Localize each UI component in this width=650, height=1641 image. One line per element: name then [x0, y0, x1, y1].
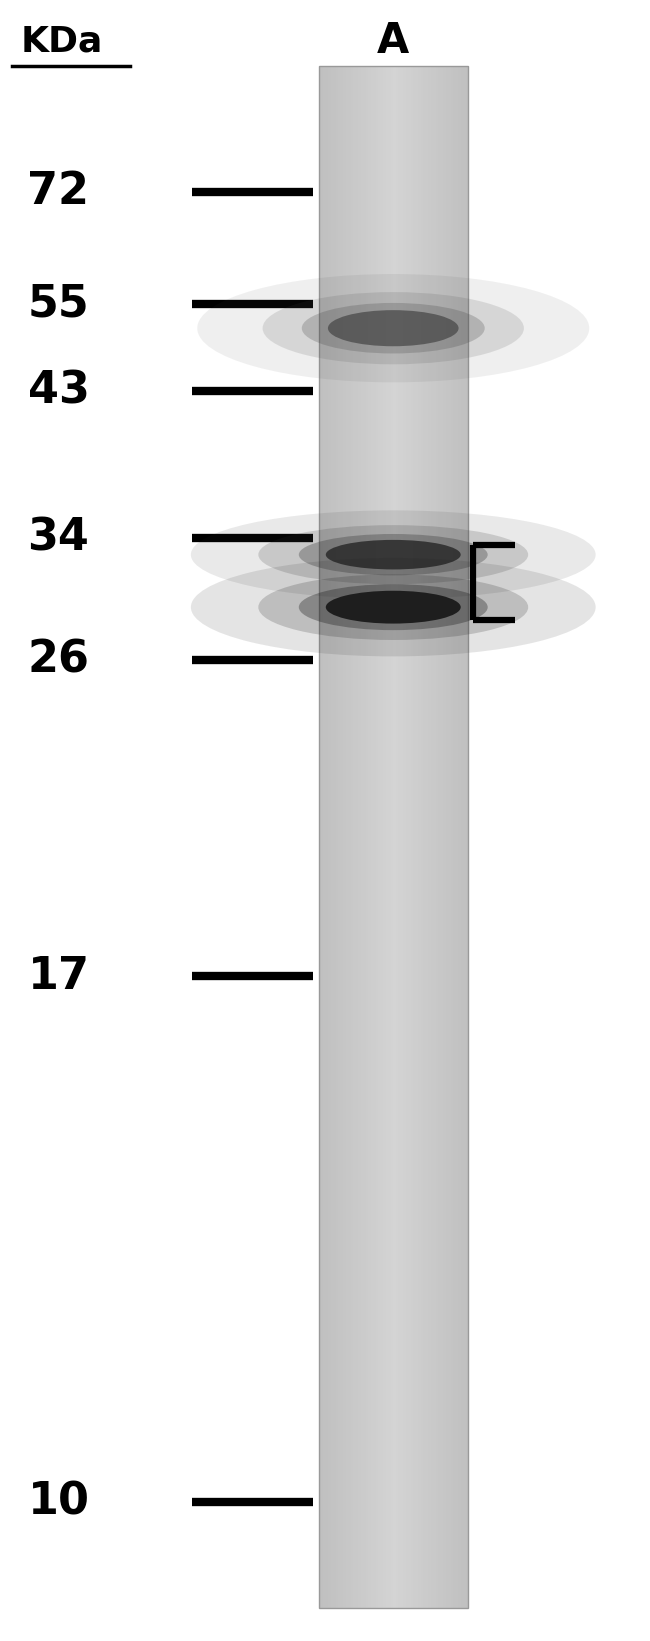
Bar — [428, 66, 432, 1608]
Bar — [341, 66, 344, 1608]
Bar — [391, 66, 394, 1608]
Bar — [384, 66, 387, 1608]
Bar — [318, 66, 322, 1608]
Bar — [433, 66, 436, 1608]
Bar — [328, 66, 332, 1608]
Ellipse shape — [302, 304, 485, 353]
Text: 34: 34 — [27, 517, 90, 560]
Bar — [430, 66, 434, 1608]
Bar — [400, 66, 404, 1608]
Bar — [318, 66, 468, 1608]
Bar — [465, 66, 469, 1608]
Bar — [378, 66, 382, 1608]
Bar — [356, 66, 359, 1608]
Bar — [373, 66, 376, 1608]
Text: 72: 72 — [27, 171, 90, 213]
Bar — [333, 66, 337, 1608]
Ellipse shape — [197, 274, 590, 382]
Bar — [339, 66, 342, 1608]
Bar — [441, 66, 444, 1608]
Bar — [423, 66, 426, 1608]
Ellipse shape — [326, 591, 461, 624]
Bar — [343, 66, 346, 1608]
Bar — [448, 66, 451, 1608]
Ellipse shape — [326, 540, 461, 569]
Bar — [411, 66, 414, 1608]
Bar — [456, 66, 459, 1608]
Ellipse shape — [258, 574, 528, 640]
Bar — [393, 66, 396, 1608]
Bar — [369, 66, 372, 1608]
Ellipse shape — [328, 310, 459, 346]
Bar — [450, 66, 454, 1608]
Bar — [408, 66, 411, 1608]
Bar — [348, 66, 352, 1608]
Bar — [453, 66, 456, 1608]
Bar — [388, 66, 391, 1608]
Ellipse shape — [299, 584, 488, 630]
Bar — [421, 66, 424, 1608]
Ellipse shape — [191, 558, 595, 656]
Ellipse shape — [258, 525, 528, 584]
Bar — [321, 66, 324, 1608]
Bar — [386, 66, 389, 1608]
Bar — [463, 66, 466, 1608]
Bar — [396, 66, 399, 1608]
Bar — [458, 66, 462, 1608]
Bar — [398, 66, 402, 1608]
Text: 10: 10 — [27, 1480, 90, 1523]
Bar — [416, 66, 419, 1608]
Bar — [366, 66, 369, 1608]
Bar — [370, 66, 374, 1608]
Bar — [413, 66, 416, 1608]
Bar — [438, 66, 441, 1608]
Text: 17: 17 — [27, 955, 90, 998]
Bar — [418, 66, 421, 1608]
Text: 26: 26 — [27, 638, 90, 681]
Bar — [358, 66, 361, 1608]
Bar — [436, 66, 439, 1608]
Bar — [446, 66, 448, 1608]
Bar — [460, 66, 463, 1608]
Bar — [324, 66, 326, 1608]
Text: A: A — [377, 20, 410, 62]
Bar — [363, 66, 367, 1608]
Bar — [406, 66, 409, 1608]
Bar — [331, 66, 334, 1608]
Bar — [326, 66, 329, 1608]
Ellipse shape — [299, 533, 488, 576]
Text: 43: 43 — [27, 369, 90, 412]
Ellipse shape — [191, 510, 595, 599]
Bar — [376, 66, 379, 1608]
Bar — [403, 66, 406, 1608]
Bar — [354, 66, 357, 1608]
Bar — [426, 66, 429, 1608]
Text: 55: 55 — [27, 282, 90, 325]
Bar — [351, 66, 354, 1608]
Bar — [443, 66, 446, 1608]
Ellipse shape — [263, 292, 524, 364]
Bar — [336, 66, 339, 1608]
Bar — [361, 66, 364, 1608]
Bar — [346, 66, 349, 1608]
Bar — [381, 66, 384, 1608]
Text: KDa: KDa — [21, 25, 103, 57]
